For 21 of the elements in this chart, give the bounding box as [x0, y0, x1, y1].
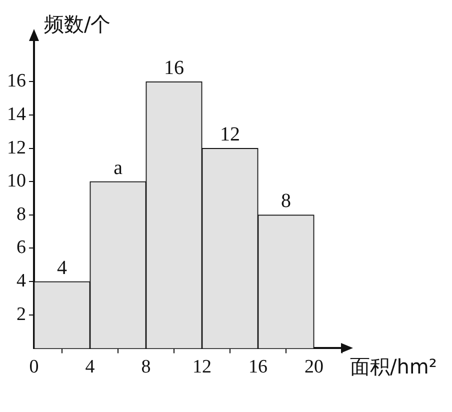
y-tick-label: 6: [16, 237, 26, 258]
x-tick-label: 16: [248, 356, 268, 378]
x-tick-label: 20: [304, 356, 324, 378]
y-tick-label: 4: [16, 270, 26, 292]
y-axis-title: 频数/个: [44, 12, 111, 36]
data-label: 4: [57, 256, 67, 279]
y-tick-label: 8: [16, 204, 26, 225]
y-tick-label: 12: [7, 137, 26, 158]
data-label: 8: [281, 190, 291, 212]
x-tick-label: 0: [29, 356, 39, 378]
x-tick-label: 12: [192, 356, 212, 378]
x-axis-title: 面积/hm²: [350, 354, 437, 378]
y-tick-label: 16: [7, 70, 26, 92]
y-tick-label: 2: [16, 304, 26, 325]
x-tick-label: 4: [85, 356, 96, 378]
data-label: a: [114, 156, 123, 179]
y-tick-label: 10: [7, 170, 26, 192]
data-label: 16: [164, 56, 184, 79]
data-label: 12: [220, 124, 240, 146]
x-tick-label: 8: [141, 356, 151, 378]
y-tick-label: 14: [7, 104, 26, 125]
